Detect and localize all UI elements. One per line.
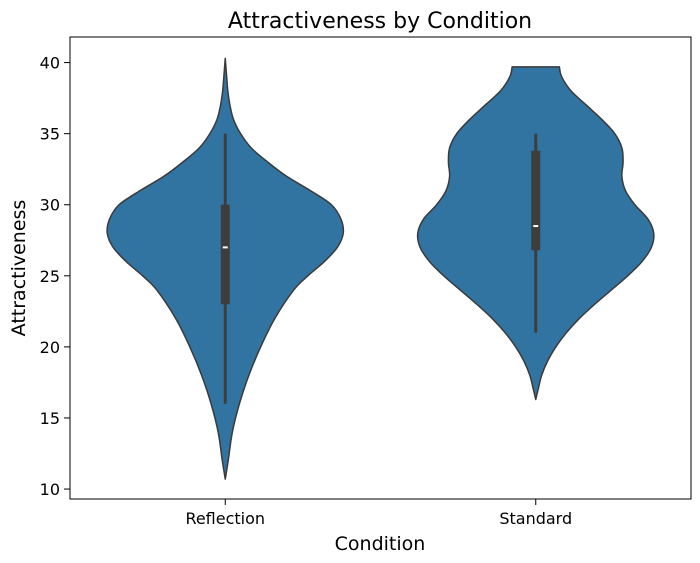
x-tick-label: Standard	[499, 509, 572, 528]
y-tick-label: 15	[40, 409, 60, 428]
x-axis-label: Condition	[335, 533, 426, 555]
iqr-box-standard	[531, 150, 541, 251]
y-tick-label: 35	[40, 125, 60, 144]
plot-frame	[69, 36, 692, 500]
plot-area: 10 15 20 25 30 35 40 Reflection Standard	[40, 36, 692, 528]
y-axis-label: Attractiveness	[8, 200, 30, 337]
x-tick-label: Reflection	[185, 509, 265, 528]
iqr-box-reflection	[220, 204, 230, 305]
y-tick-label: 20	[40, 338, 60, 357]
y-tick-label: 25	[40, 267, 60, 286]
chart-title: Attractiveness by Condition	[228, 9, 532, 34]
y-tick-label: 30	[40, 196, 60, 215]
y-tick-label: 40	[40, 54, 60, 73]
y-tick-label: 10	[40, 480, 60, 499]
